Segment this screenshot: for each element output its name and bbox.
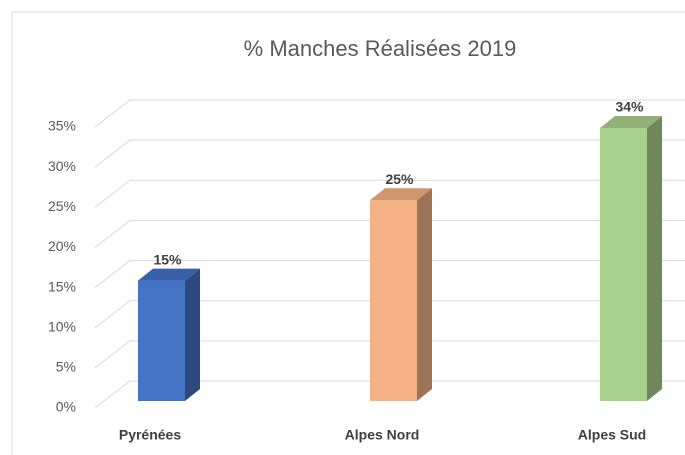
bar-top <box>600 116 662 129</box>
x-tick-label: Pyrénées <box>119 427 181 443</box>
grid-line <box>94 340 685 369</box>
data-label: 34% <box>615 99 644 115</box>
bar <box>600 128 647 401</box>
bar <box>370 200 417 401</box>
bar-top <box>370 188 432 201</box>
grid-line <box>94 179 685 208</box>
y-tick-label: 10% <box>48 318 76 334</box>
data-label: 15% <box>153 251 182 267</box>
x-tick-label: Alpes Sud <box>578 427 646 443</box>
bar-top <box>138 268 200 281</box>
y-tick-label: 0% <box>56 399 76 415</box>
grid-line <box>94 260 685 288</box>
y-tick-label: 15% <box>48 278 76 294</box>
grid-line <box>94 139 685 168</box>
x-tick-label: Alpes Nord <box>345 427 420 443</box>
chart-border <box>11 11 685 455</box>
data-label: 25% <box>385 171 414 187</box>
y-tick-label: 5% <box>56 359 76 375</box>
y-tick-label: 30% <box>48 158 76 174</box>
grid-line <box>94 380 685 409</box>
chart-title: % Manches Réalisées 2019 <box>244 36 517 61</box>
bar-side <box>647 116 662 402</box>
y-tick-label: 25% <box>48 198 76 214</box>
grid-line <box>94 99 685 128</box>
bar-side <box>417 188 432 401</box>
grid-line <box>94 219 685 248</box>
bar-side <box>185 268 200 401</box>
y-tick-label: 35% <box>48 118 76 134</box>
y-tick-label: 20% <box>48 238 76 254</box>
grid-line <box>94 300 685 329</box>
bar <box>138 280 185 401</box>
